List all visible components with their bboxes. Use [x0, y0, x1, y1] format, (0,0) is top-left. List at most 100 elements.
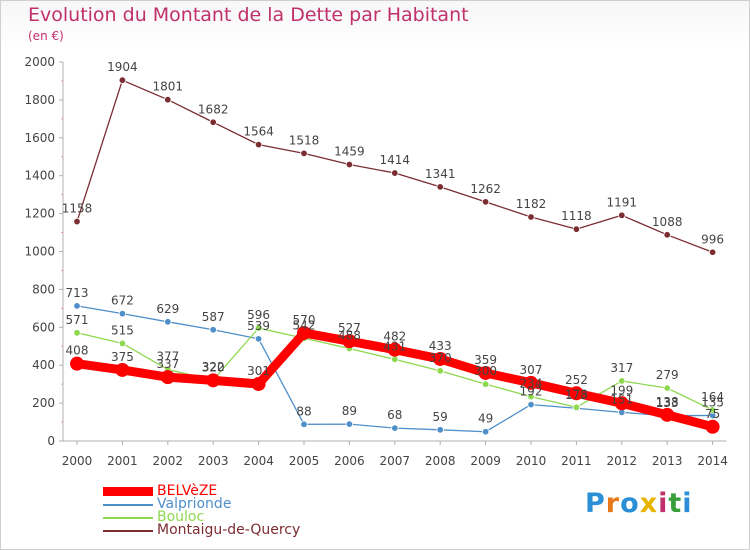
legend-label: Valprionde: [157, 496, 232, 512]
data-label: 515: [111, 323, 134, 337]
data-point: [118, 309, 127, 318]
data-label: 178: [565, 387, 588, 401]
data-point: [708, 406, 717, 414]
data-label: 527: [338, 321, 361, 335]
legend-label: Bouloc: [157, 509, 205, 525]
data-label: 713: [66, 286, 89, 300]
data-label: 542: [293, 318, 316, 332]
data-label: 570: [293, 313, 316, 327]
data-point: [478, 365, 493, 380]
x-tick-label: 2011: [561, 454, 592, 468]
logo-letter: r: [605, 488, 621, 519]
data-label: 317: [610, 361, 633, 375]
data-label: 539: [247, 319, 270, 333]
legend-label: Montaigu-de-Quercy: [157, 522, 301, 538]
y-tick-label: 1000: [24, 245, 55, 259]
data-label: 370: [429, 351, 452, 365]
data-point: [342, 334, 357, 349]
logo-letter: P: [585, 488, 606, 519]
data-point: [300, 149, 308, 158]
x-tick-label: 2005: [289, 454, 320, 468]
data-label: 337: [156, 357, 179, 371]
data-point: [345, 160, 354, 169]
logo-letter: t: [668, 488, 683, 519]
data-label: 252: [565, 373, 588, 387]
data-label: 322: [202, 360, 225, 374]
data-point: [705, 419, 720, 434]
data-point: [391, 424, 399, 432]
data-point: [164, 318, 172, 326]
data-point: [660, 407, 675, 422]
data-point: [436, 183, 444, 191]
x-tick-label: 2004: [243, 454, 274, 468]
legend-swatch: [103, 516, 153, 519]
data-label: 1682: [198, 102, 229, 116]
x-tick-label: 2000: [62, 454, 93, 468]
data-label: 672: [111, 294, 134, 308]
y-tick-label: 1600: [24, 131, 55, 145]
data-label: 431: [383, 339, 406, 353]
data-label: 1158: [62, 202, 93, 216]
data-label: 359: [474, 353, 497, 367]
data-point: [73, 217, 81, 226]
y-tick-label: 2000: [24, 55, 55, 69]
legend-item: Montaigu-de-Quercy: [103, 522, 301, 538]
legend-item: BELVèZE: [103, 484, 300, 498]
data-label: 375: [111, 350, 134, 364]
data-label: 307: [520, 363, 543, 377]
data-label: 320: [202, 360, 225, 374]
data-point: [663, 231, 671, 239]
y-tick-label: 0: [47, 434, 55, 448]
chart-unit: (en €): [28, 29, 64, 43]
data-label: 164: [701, 390, 724, 404]
x-tick-label: 2009: [470, 454, 501, 468]
data-label: 135: [701, 395, 724, 409]
data-label: 138: [656, 395, 679, 409]
data-point: [391, 169, 399, 177]
x-tick-label: 2007: [380, 454, 411, 468]
data-label: 59: [433, 410, 448, 424]
data-label: 279: [656, 368, 679, 382]
data-label: 173: [565, 388, 588, 402]
legend-item: Valprionde: [103, 496, 300, 512]
data-point: [436, 367, 444, 375]
data-point: [164, 96, 172, 104]
data-point: [73, 302, 81, 310]
data-label: 482: [383, 330, 406, 344]
data-point: [297, 325, 311, 340]
x-tick-label: 2012: [607, 454, 638, 468]
logo-letter: i: [682, 488, 693, 519]
data-point: [618, 377, 626, 385]
data-label: 75: [705, 407, 720, 421]
data-label: 571: [66, 313, 89, 327]
data-point: [160, 370, 175, 385]
data-point: [70, 356, 84, 371]
data-point: [300, 420, 308, 429]
data-label: 1088: [652, 215, 683, 229]
data-point: [345, 420, 354, 428]
data-label: 49: [478, 412, 493, 426]
data-label: 1904: [107, 60, 138, 74]
data-point: [209, 118, 217, 126]
x-tick-label: 2014: [697, 454, 728, 468]
y-tick-label: 1200: [24, 207, 55, 221]
data-label: 1564: [243, 125, 274, 139]
data-label: 234: [520, 377, 543, 391]
data-point: [254, 324, 263, 332]
data-label: 1341: [425, 167, 456, 181]
data-point: [254, 140, 263, 149]
legend-swatch: [103, 487, 153, 496]
data-label: 1262: [470, 182, 501, 196]
data-label: 377: [156, 350, 179, 364]
data-point: [73, 329, 81, 337]
x-tick-label: 2010: [516, 454, 547, 468]
logo-letter: x: [639, 488, 659, 519]
data-point: [527, 392, 535, 401]
x-tick-label: 2008: [425, 454, 456, 468]
data-point: [572, 225, 581, 233]
data-label: 199: [610, 383, 633, 397]
data-point: [614, 396, 629, 411]
legend-swatch: [103, 529, 153, 532]
